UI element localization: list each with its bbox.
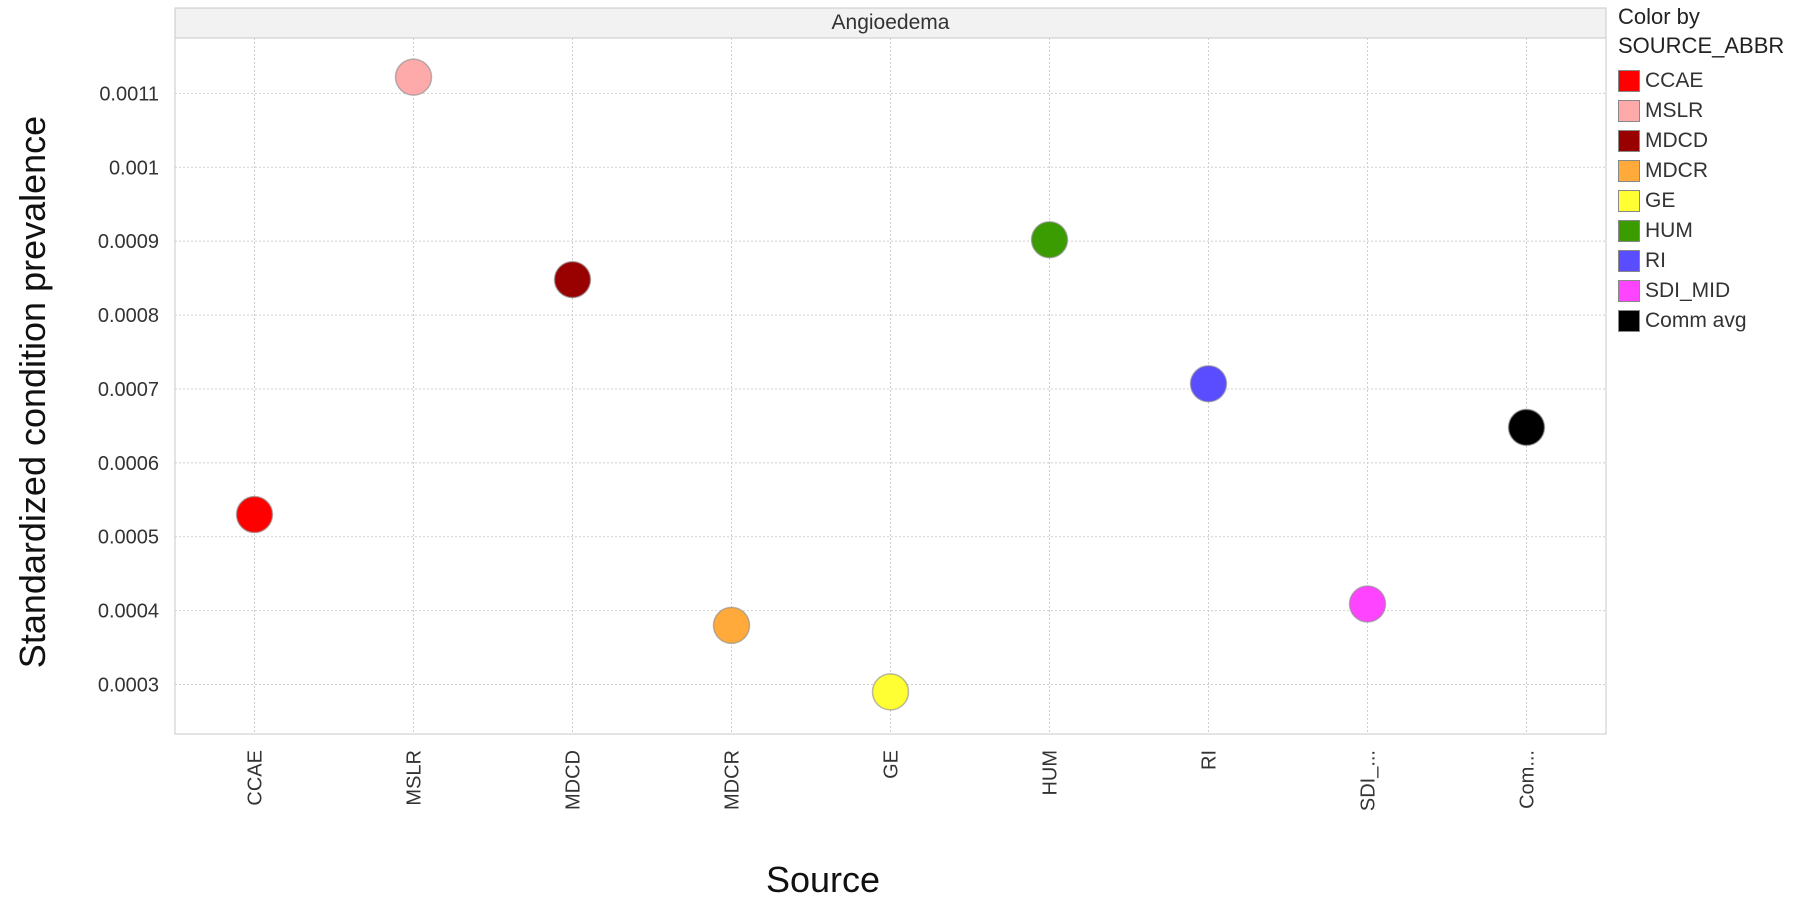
- legend-item: SDI_MID: [1618, 276, 1818, 306]
- legend: Color by SOURCE_ABBR CCAE MSLR MDCD MDCR GE H…: [1618, 2, 1818, 336]
- y-axis-label: Standardized condition prevalence: [12, 116, 53, 668]
- legend-label: SDI_MID: [1645, 279, 1731, 302]
- x-tick-label: Com...: [1517, 750, 1539, 809]
- legend-item: GE: [1618, 186, 1818, 216]
- legend-item: MSLR: [1618, 96, 1818, 126]
- legend-label: MDCD: [1645, 129, 1708, 152]
- data-point-mdcr: [712, 606, 751, 645]
- x-tick-label: MDCR: [722, 750, 744, 810]
- legend-item: CCAE: [1618, 66, 1818, 96]
- legend-swatch: [1618, 130, 1640, 152]
- legend-label: Comm avg: [1645, 309, 1747, 332]
- x-tick-label: SDI_...: [1358, 750, 1380, 811]
- legend-label: MSLR: [1645, 99, 1704, 122]
- data-point-ccae: [235, 495, 274, 534]
- panel-header: [174, 7, 1607, 39]
- y-tick-label: 0.0007: [98, 379, 159, 401]
- legend-item: RI: [1618, 246, 1818, 276]
- y-tick-label: 0.0009: [98, 231, 159, 253]
- legend-swatch: [1618, 310, 1640, 332]
- legend-label: CCAE: [1645, 69, 1704, 92]
- legend-swatch: [1618, 280, 1640, 302]
- y-tick-label: 0.0005: [98, 527, 159, 549]
- data-point-hum: [1030, 220, 1069, 259]
- legend-items: CCAE MSLR MDCD MDCR GE HUM RI SDI_MID Comm avg: [1618, 66, 1818, 336]
- data-point-ge: [871, 673, 910, 711]
- legend-item: MDCD: [1618, 126, 1818, 156]
- legend-swatch: [1618, 190, 1640, 212]
- legend-swatch: [1618, 70, 1640, 92]
- data-point-mdcd: [553, 260, 592, 299]
- legend-title-line1: Color by: [1618, 4, 1700, 29]
- x-tick-label: MSLR: [404, 750, 426, 806]
- y-tick-label: 0.0003: [98, 674, 159, 696]
- legend-label: GE: [1645, 189, 1676, 212]
- legend-swatch: [1618, 250, 1640, 272]
- legend-swatch: [1618, 160, 1640, 182]
- y-tick-label: 0.001: [109, 157, 159, 179]
- x-tick-label: MDCD: [563, 750, 585, 810]
- legend-item: HUM: [1618, 216, 1818, 246]
- data-point-sdi-mid: [1348, 585, 1387, 623]
- x-tick-label: RI: [1199, 750, 1221, 770]
- data-point-comm-avg: [1507, 408, 1546, 447]
- legend-swatch: [1618, 220, 1640, 242]
- data-point-ri: [1189, 365, 1228, 403]
- legend-item: MDCR: [1618, 156, 1818, 186]
- legend-label: MDCR: [1645, 159, 1708, 182]
- plot-area: Angioedema 0.0003 0.0004 0.0005 0.0006 0.0007…: [12, 7, 1607, 900]
- x-axis-label: Source: [766, 859, 880, 895]
- x-tick-label: CCAE: [245, 750, 267, 806]
- x-tick-label: HUM: [1040, 750, 1062, 796]
- y-tick-label: 0.0008: [98, 305, 159, 327]
- legend-item: Comm avg: [1618, 306, 1818, 336]
- y-tick-label: 0.0011: [99, 83, 159, 105]
- panel-title: Angioedema: [832, 11, 950, 34]
- legend-label: HUM: [1645, 219, 1693, 242]
- x-tick-label: GE: [881, 750, 903, 779]
- legend-title-line2: SOURCE_ABBR: [1618, 33, 1785, 58]
- y-tick-label: 0.0006: [98, 453, 159, 475]
- legend-swatch: [1618, 100, 1640, 122]
- data-point-mslr: [394, 58, 433, 96]
- legend-label: RI: [1645, 249, 1666, 272]
- y-tick-label: 0.0004: [98, 601, 159, 623]
